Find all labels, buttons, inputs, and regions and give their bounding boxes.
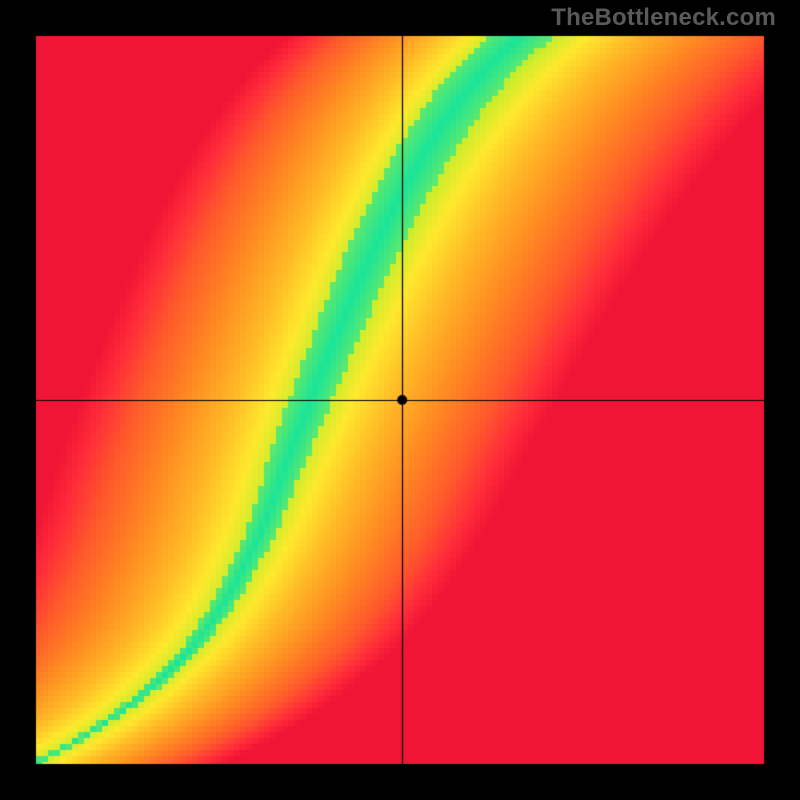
heatmap-canvas [0, 0, 800, 800]
chart-container: TheBottleneck.com [0, 0, 800, 800]
watermark-text: TheBottleneck.com [551, 4, 776, 32]
